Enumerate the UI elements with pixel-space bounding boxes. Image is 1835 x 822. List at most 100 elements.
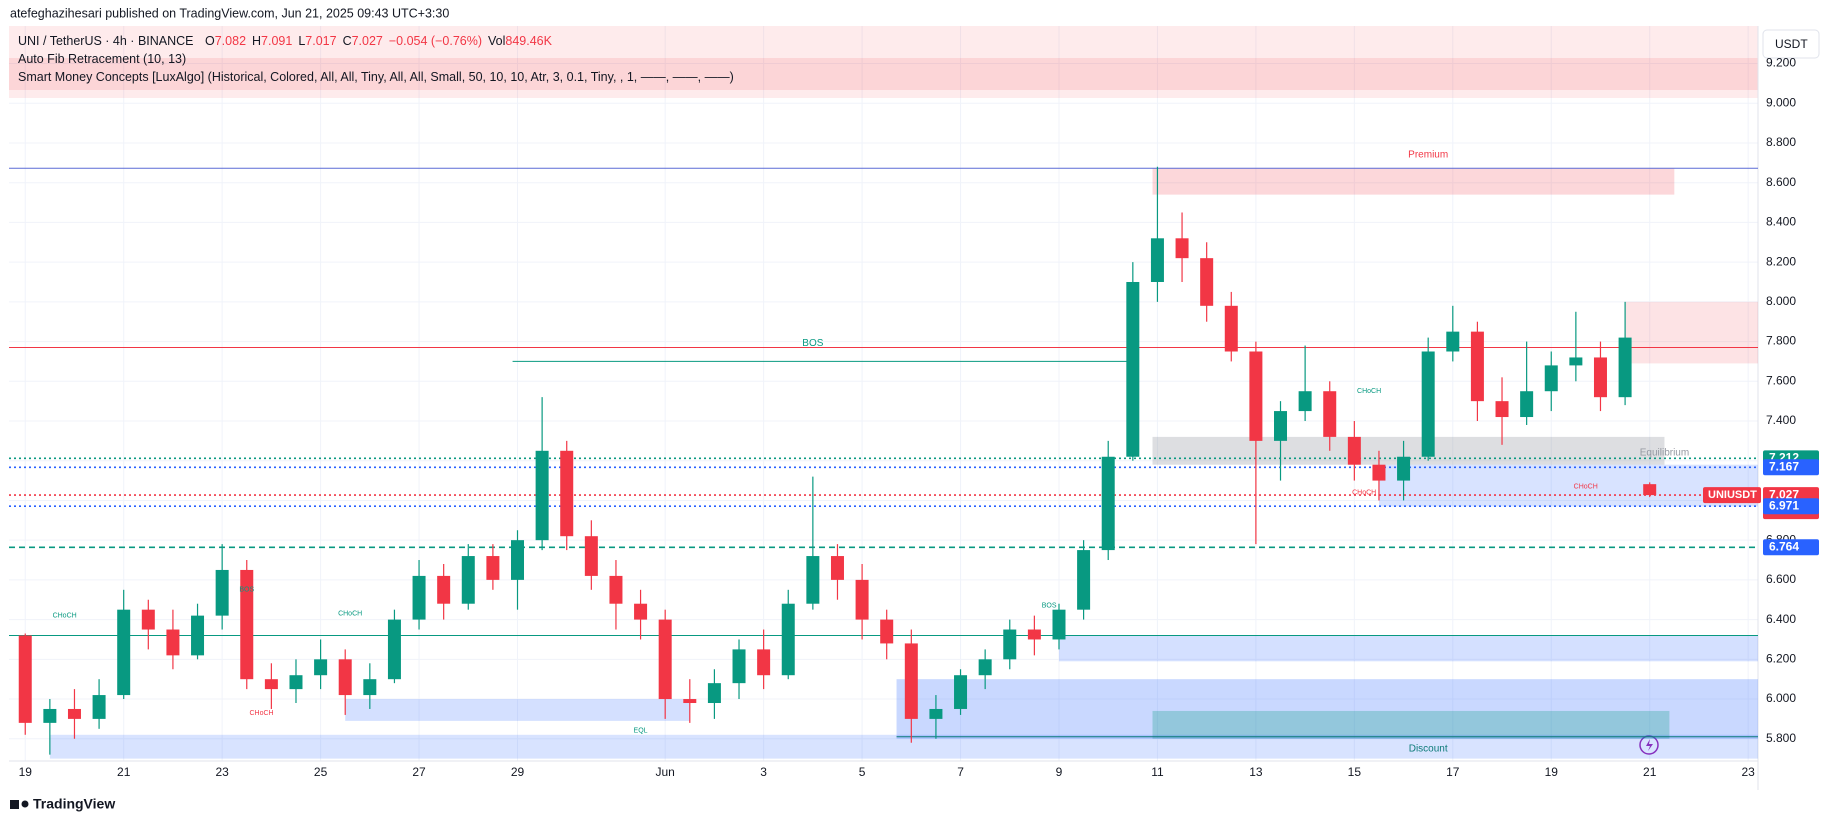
candle-body xyxy=(855,579,869,620)
candle-body xyxy=(1470,331,1484,402)
zone xyxy=(1152,710,1670,739)
legend: UNI / TetherUS · 4h · BINANCE O7.082 H7.0… xyxy=(18,32,734,86)
x-tick-label: 27 xyxy=(412,765,426,779)
symbol-tag xyxy=(1703,487,1761,504)
candle-body xyxy=(757,649,771,676)
candle-body xyxy=(43,708,57,723)
candle-body xyxy=(1298,391,1312,412)
annotation: EQL xyxy=(634,728,648,735)
annotation: CHoCH xyxy=(53,612,77,619)
candle-body xyxy=(92,695,106,719)
x-tick-label: 9 xyxy=(1056,765,1063,779)
x-tick-label: 25 xyxy=(314,765,328,779)
annotation: Discount xyxy=(1409,743,1448,754)
vol-key: Vol xyxy=(488,34,506,48)
candle-body xyxy=(1274,411,1288,441)
ohlc-value: 7.027 xyxy=(351,34,383,48)
candle-body xyxy=(511,540,525,580)
y-tick-label: 7.800 xyxy=(1766,334,1796,348)
x-tick-label: 5 xyxy=(859,765,866,779)
candle-body xyxy=(658,619,672,700)
candle-body xyxy=(1224,305,1238,352)
candle-body xyxy=(1544,365,1558,392)
candle-body xyxy=(67,708,81,719)
candle-body xyxy=(806,556,820,604)
candle-body xyxy=(732,649,746,684)
candle-body xyxy=(486,556,500,580)
ohlc-key: L xyxy=(298,34,306,48)
candle-body xyxy=(1126,281,1140,457)
change: −0.054 (−0.76%) xyxy=(388,34,482,48)
y-tick-label: 9.200 xyxy=(1766,56,1796,70)
zone xyxy=(1152,168,1675,195)
candle-body xyxy=(1643,484,1657,496)
zone xyxy=(896,679,1758,739)
annotation: Equilibrium xyxy=(1640,447,1689,458)
currency-button[interactable] xyxy=(1762,29,1820,59)
price-tag xyxy=(1763,498,1819,515)
ohlc-value: 7.082 xyxy=(214,34,247,48)
ohlc-value: 7.091 xyxy=(261,34,293,48)
candle-body xyxy=(1347,436,1361,465)
candle-body xyxy=(683,699,697,704)
candle-body xyxy=(904,643,918,719)
candle-body xyxy=(264,679,278,690)
y-tick-label: 8.400 xyxy=(1766,215,1796,229)
brand: TradingView xyxy=(33,796,115,812)
y-tick-label: 5.800 xyxy=(1766,731,1796,745)
candle-body xyxy=(1397,456,1411,481)
ohlc-key: C xyxy=(342,34,352,48)
candle-body xyxy=(954,675,968,709)
candle-body xyxy=(830,556,844,580)
symbol: UNI / TetherUS · 4h · BINANCE xyxy=(18,34,194,48)
candle-body xyxy=(781,603,795,676)
x-tick-label: 21 xyxy=(117,765,131,779)
y-tick-label: 7.400 xyxy=(1766,413,1796,427)
y-tick-label: 8.200 xyxy=(1766,254,1796,268)
candle-body xyxy=(1593,357,1607,398)
legend-band xyxy=(9,26,1758,98)
price-tag-label: 6.764 xyxy=(1769,539,1799,553)
candle-body xyxy=(1569,357,1583,366)
candle-body xyxy=(1200,258,1214,306)
author-line: atefeghazihesari published on TradingVie… xyxy=(10,6,449,20)
y-tick-label: 6.400 xyxy=(1766,612,1796,626)
indicator: Smart Money Concepts [LuxAlgo] (Historic… xyxy=(18,70,734,84)
alert-bolt xyxy=(1646,739,1653,751)
candle-body xyxy=(1175,238,1189,259)
x-tick-label: Jun xyxy=(656,765,675,779)
zone xyxy=(49,734,1759,759)
candle-body xyxy=(1077,550,1091,610)
price-tag-label: 7.027 xyxy=(1769,487,1799,501)
x-tick-label: 21 xyxy=(1643,765,1657,779)
y-tick-label: 8.800 xyxy=(1766,135,1796,149)
y-tick-label: 7.600 xyxy=(1766,373,1796,387)
candle-body xyxy=(978,659,992,676)
candle-body xyxy=(191,615,205,656)
symbol-tag-label: UNIUSDT xyxy=(1708,489,1757,501)
x-tick-label: 23 xyxy=(215,765,229,779)
candle-body xyxy=(880,619,894,644)
candle-body xyxy=(117,609,131,696)
candle-body xyxy=(1372,464,1386,481)
candle-body xyxy=(338,659,352,696)
candle-body xyxy=(1495,401,1509,418)
legend-row: UNI / TetherUS · 4h · BINANCE O7.082 H7.0… xyxy=(18,32,734,50)
candle-body xyxy=(1052,609,1066,640)
y-tick-label: 6.000 xyxy=(1766,691,1796,705)
candle-body xyxy=(1249,351,1263,441)
annotation: CHoCH xyxy=(1574,483,1598,490)
candle-body xyxy=(18,635,32,723)
x-tick-label: 19 xyxy=(1545,765,1559,779)
candle-body xyxy=(461,556,475,604)
x-tick-label: 13 xyxy=(1249,765,1263,779)
annotation: Premium xyxy=(1408,150,1448,161)
candle-body xyxy=(412,575,426,620)
vol-value: 849.46K xyxy=(505,34,552,48)
annotation: CHoCH xyxy=(338,610,362,617)
brand-logo xyxy=(10,800,29,809)
candle-body xyxy=(387,619,401,680)
x-tick-label: 3 xyxy=(760,765,767,779)
candle-body xyxy=(215,569,229,616)
